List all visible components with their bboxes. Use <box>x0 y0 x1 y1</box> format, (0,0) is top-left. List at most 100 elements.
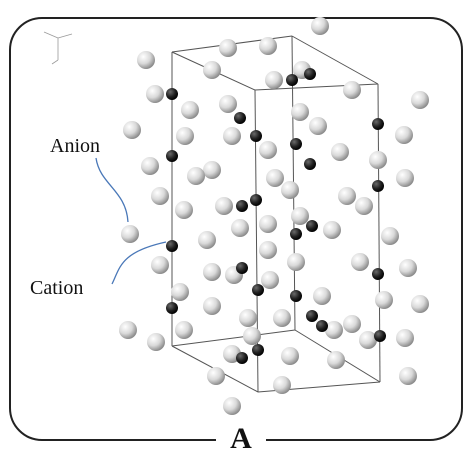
anion-sphere <box>243 327 261 345</box>
anion-sphere <box>259 141 277 159</box>
anion-sphere <box>359 331 377 349</box>
cation-sphere <box>252 284 264 296</box>
anion-sphere <box>265 71 283 89</box>
cation-sphere <box>290 290 302 302</box>
axis-triad-icon <box>43 31 73 65</box>
anion-sphere <box>151 256 169 274</box>
anion-sphere <box>203 263 221 281</box>
anion-sphere <box>259 215 277 233</box>
panel-letter-box: A <box>216 418 266 461</box>
anion-sphere <box>137 51 155 69</box>
anion-sphere <box>273 309 291 327</box>
cation-leader-line <box>111 241 167 285</box>
anion-sphere <box>311 17 329 35</box>
cation-sphere <box>304 68 316 80</box>
cation-sphere <box>286 74 298 86</box>
anion-sphere <box>119 321 137 339</box>
anion-sphere <box>287 253 305 271</box>
anion-sphere <box>219 39 237 57</box>
cation-sphere <box>374 330 386 342</box>
cation-sphere <box>236 352 248 364</box>
anion-sphere <box>203 297 221 315</box>
anion-sphere <box>176 127 194 145</box>
anion-sphere <box>147 333 165 351</box>
anion-sphere <box>327 351 345 369</box>
anion-sphere <box>281 181 299 199</box>
anion-sphere <box>207 367 225 385</box>
anion-sphere <box>381 227 399 245</box>
cation-sphere <box>252 344 264 356</box>
anion-sphere <box>121 225 139 243</box>
anion-sphere <box>343 81 361 99</box>
anion-sphere <box>313 287 331 305</box>
anion-label: Anion <box>50 135 100 157</box>
anion-sphere <box>261 271 279 289</box>
anion-sphere <box>141 157 159 175</box>
cation-sphere <box>306 220 318 232</box>
cation-sphere <box>166 88 178 100</box>
anion-sphere <box>273 376 291 394</box>
cation-sphere <box>250 194 262 206</box>
anion-sphere <box>396 329 414 347</box>
anion-sphere <box>331 143 349 161</box>
anion-sphere <box>325 321 343 339</box>
cation-sphere <box>372 268 384 280</box>
anion-spheres <box>119 17 429 415</box>
anion-sphere <box>223 397 241 415</box>
cation-sphere <box>234 112 246 124</box>
anion-sphere <box>369 151 387 169</box>
anion-sphere <box>215 197 233 215</box>
cation-sphere <box>166 302 178 314</box>
anion-sphere <box>259 241 277 259</box>
anion-leader-line <box>95 157 129 223</box>
anion-sphere <box>351 253 369 271</box>
anion-sphere <box>219 95 237 113</box>
anion-sphere <box>309 117 327 135</box>
cation-sphere <box>166 240 178 252</box>
cation-spheres <box>166 68 386 364</box>
anion-sphere <box>399 259 417 277</box>
anion-sphere <box>291 103 309 121</box>
anion-sphere <box>395 126 413 144</box>
cation-sphere <box>236 200 248 212</box>
anion-sphere <box>146 85 164 103</box>
anion-sphere <box>203 61 221 79</box>
anion-sphere <box>343 315 361 333</box>
anion-sphere <box>281 347 299 365</box>
cation-sphere <box>290 228 302 240</box>
anion-sphere <box>181 101 199 119</box>
anion-sphere <box>231 219 249 237</box>
anion-sphere <box>123 121 141 139</box>
panel-letter: A <box>230 422 252 455</box>
anion-sphere <box>175 201 193 219</box>
anion-sphere <box>355 197 373 215</box>
anion-sphere <box>203 161 221 179</box>
anion-sphere <box>151 187 169 205</box>
cation-sphere <box>304 158 316 170</box>
anion-sphere <box>259 37 277 55</box>
cation-sphere <box>372 180 384 192</box>
anion-sphere <box>323 221 341 239</box>
anion-sphere <box>198 231 216 249</box>
cation-sphere <box>236 262 248 274</box>
anion-sphere <box>338 187 356 205</box>
anion-sphere <box>171 283 189 301</box>
anion-sphere <box>223 127 241 145</box>
anion-sphere <box>266 169 284 187</box>
cation-sphere <box>250 130 262 142</box>
anion-sphere <box>396 169 414 187</box>
cation-sphere <box>306 310 318 322</box>
cation-sphere <box>290 138 302 150</box>
anion-sphere <box>175 321 193 339</box>
anion-sphere <box>375 291 393 309</box>
cation-sphere <box>316 320 328 332</box>
cation-label: Cation <box>30 277 83 299</box>
anion-sphere <box>187 167 205 185</box>
anion-sphere <box>239 309 257 327</box>
anion-sphere <box>291 207 309 225</box>
cation-sphere <box>166 150 178 162</box>
anion-sphere <box>411 295 429 313</box>
anion-sphere <box>411 91 429 109</box>
